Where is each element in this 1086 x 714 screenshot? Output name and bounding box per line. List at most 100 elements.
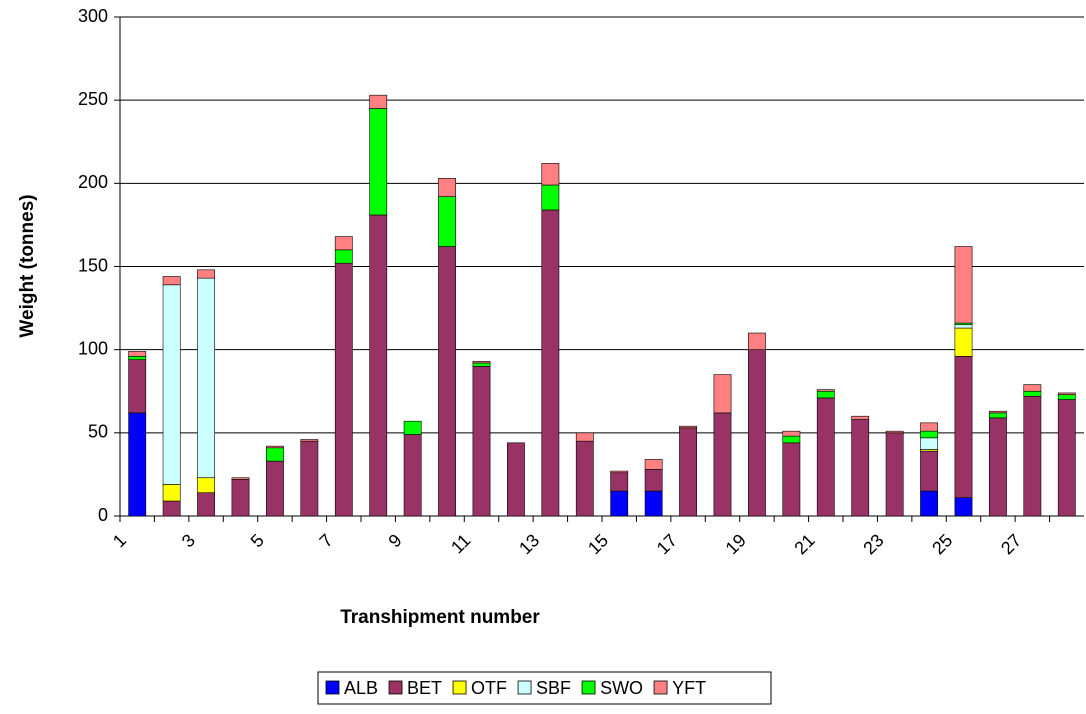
bar-segment <box>920 422 938 432</box>
bar-segment <box>885 430 904 434</box>
bar-segment <box>438 178 456 197</box>
bar-segment <box>954 327 973 357</box>
bar-segment <box>162 484 181 502</box>
legend-label: BET <box>407 678 442 698</box>
legend-swatch <box>325 680 340 695</box>
bar-segment <box>197 269 215 279</box>
bar-segment <box>1023 390 1042 397</box>
bar-segment <box>679 425 697 429</box>
bar-segment <box>369 108 388 216</box>
bar-segment <box>472 365 491 517</box>
y-tick-label: 200 <box>78 172 108 192</box>
bar-segment <box>403 434 422 517</box>
legend-label: ALB <box>344 678 378 698</box>
bar-segment <box>472 361 491 364</box>
bar-segment <box>610 472 629 492</box>
legend-swatch <box>388 680 403 695</box>
bar-segment <box>369 94 388 109</box>
bar-segment <box>989 412 1007 419</box>
bar-segment <box>334 262 353 517</box>
bar-segment <box>713 412 732 517</box>
bar-segment <box>438 196 456 247</box>
legend-label: OTF <box>471 678 507 698</box>
bar-segment <box>266 460 284 517</box>
x-tick-label: 23 <box>859 530 887 558</box>
y-tick-label: 300 <box>78 6 108 26</box>
x-axis-title: Transhipment number <box>340 607 540 628</box>
bar-segment <box>369 214 388 517</box>
bar-segment <box>128 351 147 357</box>
bar-segment <box>575 440 594 517</box>
x-tick-label: 5 <box>247 530 268 551</box>
y-tick-label: 0 <box>98 505 108 525</box>
bar-segment <box>403 420 422 435</box>
bar-segment <box>954 246 973 324</box>
bar-segment <box>1023 395 1042 517</box>
bar-segment <box>644 490 663 517</box>
bar-segment <box>851 419 870 517</box>
y-axis-title: Weight (tonnes) <box>17 194 38 337</box>
bar-segment <box>266 447 284 462</box>
bar-segment <box>644 469 663 492</box>
bar-segment <box>300 439 319 442</box>
legend-label: SWO <box>600 678 643 698</box>
bar-segment <box>1057 392 1076 395</box>
bar-segment <box>954 356 973 499</box>
bar-segment <box>920 490 938 517</box>
bar-segment <box>300 440 319 517</box>
x-tick-label: 27 <box>997 530 1025 558</box>
bar-segment <box>541 163 560 186</box>
bar-segment <box>989 417 1007 517</box>
bar-segment <box>541 184 560 211</box>
x-tick-label: 11 <box>447 530 474 557</box>
bar-segment <box>128 359 147 414</box>
x-tick-label: 9 <box>384 530 405 551</box>
bar-segment <box>816 390 835 399</box>
y-tick-label: 150 <box>78 255 108 275</box>
y-tick-label: 50 <box>88 422 108 442</box>
legend-swatch <box>517 680 532 695</box>
x-tick-label: 25 <box>928 530 956 558</box>
bar-segment <box>162 276 181 286</box>
bar-segment <box>885 432 904 517</box>
x-tick-label: 1 <box>109 530 130 551</box>
bar-segment <box>438 246 456 517</box>
bar-segment <box>266 445 284 449</box>
x-tick-label: 13 <box>515 530 543 558</box>
x-tick-label: 15 <box>584 530 612 558</box>
bar-segment <box>231 477 250 480</box>
x-tick-label: 17 <box>653 530 681 558</box>
bar-segment <box>610 470 629 474</box>
bar-segment <box>748 349 766 517</box>
bar-segment <box>920 437 938 450</box>
bar-segment <box>1057 399 1076 517</box>
bar-segment <box>989 410 1007 414</box>
bar-segment <box>1023 384 1042 392</box>
x-tick-label: 7 <box>316 530 337 551</box>
bar-segment <box>162 284 181 485</box>
bar-segment <box>748 332 766 350</box>
bar-segment <box>197 277 215 479</box>
bar-segment <box>334 249 353 264</box>
bar-segment <box>816 397 835 517</box>
bar-segment <box>197 477 215 494</box>
bar-segment <box>162 500 181 517</box>
bar-segment <box>713 374 732 414</box>
bar-segment <box>575 432 594 442</box>
bar-segment <box>782 442 801 517</box>
y-tick-label: 250 <box>78 89 108 109</box>
bar-segment <box>782 430 801 437</box>
x-tick-label: 3 <box>178 530 199 551</box>
bar-segment <box>851 415 870 420</box>
bar-segment <box>920 450 938 492</box>
bar-segment <box>507 442 525 517</box>
legend-label: SBF <box>536 678 571 698</box>
legend-swatch <box>581 680 596 695</box>
x-tick-label: 21 <box>790 530 818 558</box>
bar-segment <box>128 412 147 517</box>
bar-segment <box>954 324 973 329</box>
bar-segment <box>679 427 697 517</box>
y-tick-label: 100 <box>78 338 108 358</box>
bar-segment <box>541 209 560 517</box>
bar-segment <box>231 479 250 517</box>
